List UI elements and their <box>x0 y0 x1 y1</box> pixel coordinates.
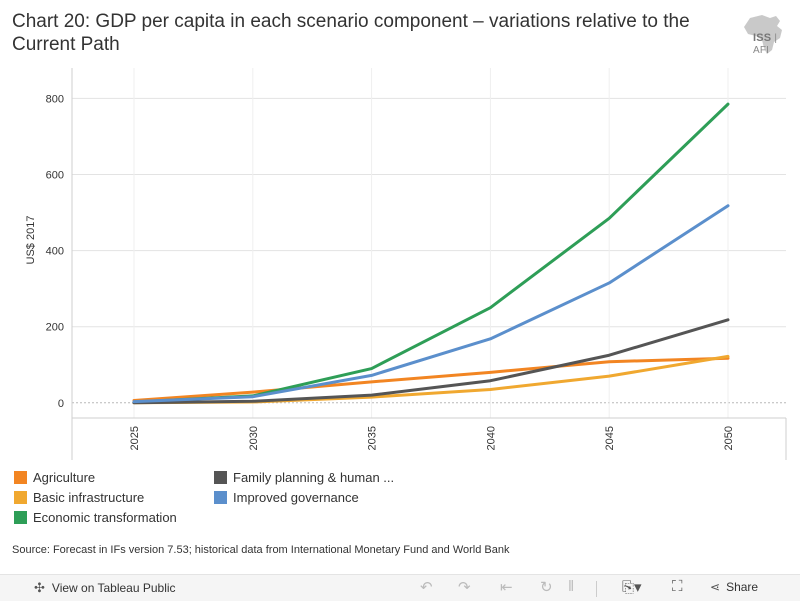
y-tick-label: 200 <box>46 322 64 334</box>
x-tick-label: 2045 <box>604 426 616 450</box>
legend-item[interactable]: Family planning & human ... <box>214 470 394 485</box>
series-line <box>132 356 730 402</box>
legend-label: Basic infrastructure <box>33 490 145 505</box>
legend-swatch <box>14 491 27 504</box>
x-tick-label: 2050 <box>723 426 735 450</box>
fullscreen-icon[interactable]: ⛶ <box>672 578 683 595</box>
legend-label: Economic transformation <box>33 510 177 525</box>
redo-icon[interactable]: ↷ <box>458 579 471 596</box>
x-tick-label: 2035 <box>367 426 379 450</box>
y-tick-label: 0 <box>58 398 64 410</box>
share-label: Share <box>726 580 759 594</box>
legend-item[interactable]: Agriculture <box>14 470 95 485</box>
legend-label: Improved governance <box>233 490 359 505</box>
series-line <box>132 318 730 405</box>
legend-item[interactable]: Improved governance <box>214 490 359 505</box>
refresh-icon[interactable]: ↻ <box>540 579 553 596</box>
series-lines <box>132 102 730 405</box>
undo-icon[interactable]: ↶ <box>420 579 433 596</box>
y-tick-label: 400 <box>46 246 64 258</box>
source-note: Source: Forecast in IFs version 7.53; hi… <box>12 544 510 556</box>
legend-swatch <box>214 491 227 504</box>
y-axis-label: US$ 2017 <box>25 216 37 265</box>
legend-swatch <box>214 471 227 484</box>
series-line <box>132 354 730 405</box>
x-tick-label: 2040 <box>485 426 497 450</box>
legend-item[interactable]: Economic transformation <box>14 510 177 525</box>
axes: 0 200 400 600 800 2025 2030 2035 2040 2045 2050 <box>46 68 787 460</box>
x-tick-label: 2025 <box>129 426 141 450</box>
x-tick-label: 2030 <box>248 426 260 450</box>
legend-swatch <box>14 471 27 484</box>
legend-item[interactable]: Basic infrastructure <box>14 490 144 505</box>
pause-icon[interactable]: ‖ <box>568 578 575 595</box>
view-on-tableau-label: View on Tableau Public <box>51 581 176 595</box>
revert-icon[interactable]: ⇤ <box>500 579 513 596</box>
logo-text-main: ISS <box>753 32 772 44</box>
toolbar-divider <box>596 581 597 597</box>
iss-africa-logo: ISS | AFI <box>736 12 792 56</box>
y-tick-label: 600 <box>46 170 64 182</box>
tableau-toolbar: ✣ View on Tableau Public ↶ ↷ ⇤ ↻ ‖ ⎘▾ ⛶ … <box>0 574 800 601</box>
logo-text-sub: AFI <box>753 45 770 56</box>
tableau-icon: ✣ <box>34 580 45 595</box>
legend-label: Family planning & human ... <box>233 470 395 485</box>
gridlines <box>72 68 786 418</box>
legend: Agriculture Basic infrastructure Economi… <box>14 468 534 532</box>
line-chart: 0 200 400 600 800 2025 2030 2035 2040 2045 2050 US… <box>25 68 787 460</box>
series-line <box>132 204 730 404</box>
chart-title: Chart 20: GDP per capita in each scenari… <box>12 11 690 55</box>
y-tick-label: 800 <box>46 93 64 105</box>
download-icon[interactable]: ⎘▾ <box>622 579 642 596</box>
legend-swatch <box>14 511 27 524</box>
share-icon: ⋖ <box>710 580 721 594</box>
view-on-tableau-link[interactable]: ✣ View on Tableau Public <box>34 580 176 596</box>
legend-label: Agriculture <box>33 470 96 485</box>
share-button[interactable]: ⋖ Share <box>710 580 758 594</box>
